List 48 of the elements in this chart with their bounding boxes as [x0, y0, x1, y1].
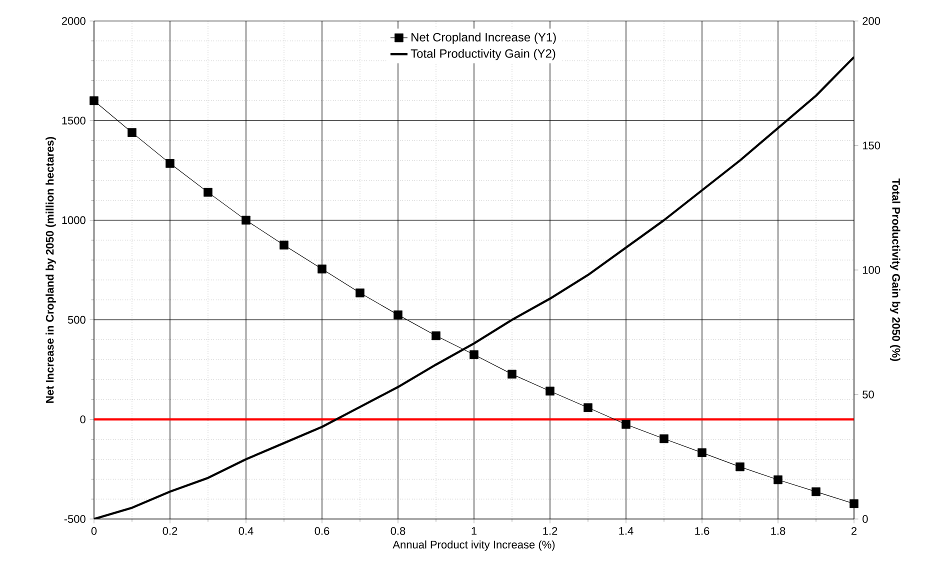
y-tick-label: -500 [64, 515, 86, 523]
x-tick-label: 1.2 [543, 527, 558, 535]
x-tick-label: 2 [851, 527, 857, 535]
point [546, 386, 554, 396]
y2-axis-title: Total Productivity Gain by 2050 (%) [890, 178, 900, 362]
y2-tick-label: 200 [862, 17, 880, 25]
legend-label: Total Productivity Gain (Y2) [410, 48, 556, 60]
point [584, 403, 592, 412]
y2-tick-label: 150 [862, 142, 880, 150]
y-tick-label: 2000 [62, 17, 86, 25]
point [736, 462, 744, 472]
point [660, 434, 668, 444]
x-tick-label: 0.8 [390, 527, 406, 535]
x-tick-label: 1 [472, 527, 477, 535]
point [90, 96, 98, 106]
point [812, 487, 820, 496]
point [166, 159, 174, 168]
y2-tick-label: 100 [862, 266, 880, 274]
y-tick-label: 500 [68, 316, 86, 324]
point [394, 310, 402, 320]
point [356, 288, 364, 298]
point [622, 420, 630, 429]
point [318, 264, 326, 274]
point [280, 240, 288, 250]
x-tick-label: 0 [91, 527, 97, 535]
legend-label: Net Cropland Increase (Y1) [412, 32, 556, 44]
x-axis-title: Annual Product ivity Increase (%) [392, 540, 555, 551]
y2-tick-label: 50 [862, 390, 874, 398]
y2-tick-label: 0 [862, 515, 868, 523]
x-tick-label: 0.2 [162, 527, 178, 535]
x-tick-label: 1.8 [771, 527, 786, 535]
point [698, 448, 706, 458]
point [470, 350, 478, 360]
point [242, 216, 250, 225]
y-tick-label: 0 [80, 415, 86, 424]
point [432, 331, 440, 340]
x-tick-label: 1.6 [695, 527, 710, 535]
y-tick-label: 1500 [62, 116, 86, 124]
x-tick-label: 0.4 [238, 527, 254, 535]
point [774, 475, 782, 484]
point [204, 188, 212, 197]
point [850, 499, 858, 508]
x-tick-label: 0.6 [314, 527, 330, 535]
y-axis-title: Net Increase in Cropland by 2050 (million hectares) [46, 137, 56, 403]
point [128, 128, 136, 137]
point [508, 370, 516, 379]
y-tick-label: 1000 [62, 216, 86, 224]
x-tick-label: 1.4 [619, 527, 634, 535]
